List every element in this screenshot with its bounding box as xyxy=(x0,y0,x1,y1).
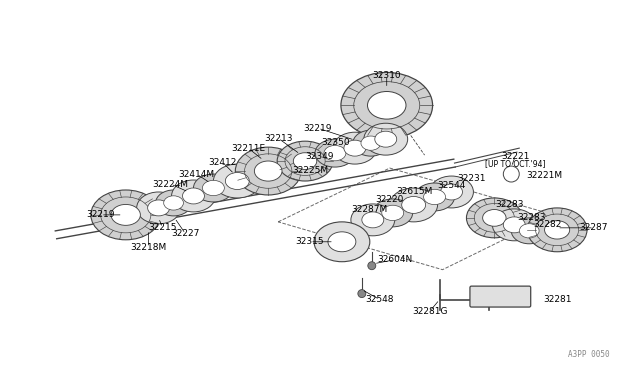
Circle shape xyxy=(358,290,366,298)
Text: 32283: 32283 xyxy=(517,214,545,222)
Ellipse shape xyxy=(483,209,506,226)
Ellipse shape xyxy=(382,205,404,221)
Ellipse shape xyxy=(293,153,317,170)
Text: 32281G: 32281G xyxy=(412,307,447,316)
Text: 32219: 32219 xyxy=(304,124,332,133)
Ellipse shape xyxy=(91,190,161,240)
Ellipse shape xyxy=(164,196,184,210)
Text: A3PP 0050: A3PP 0050 xyxy=(568,350,610,359)
Ellipse shape xyxy=(351,204,395,236)
Ellipse shape xyxy=(315,139,355,167)
Ellipse shape xyxy=(137,192,180,224)
Circle shape xyxy=(368,262,376,270)
Ellipse shape xyxy=(402,196,426,214)
Text: 32221M: 32221M xyxy=(526,170,562,180)
Ellipse shape xyxy=(503,217,525,233)
Ellipse shape xyxy=(193,174,234,202)
Ellipse shape xyxy=(353,130,388,156)
Text: [UP TO OCT.'94]: [UP TO OCT.'94] xyxy=(485,160,545,169)
Ellipse shape xyxy=(277,141,333,181)
Ellipse shape xyxy=(364,123,408,155)
Text: 32219: 32219 xyxy=(86,211,115,219)
Text: 32211E: 32211E xyxy=(231,144,266,153)
Text: 32350: 32350 xyxy=(322,138,350,147)
Text: 32283: 32283 xyxy=(495,201,524,209)
Text: 32282: 32282 xyxy=(533,220,561,230)
Ellipse shape xyxy=(324,145,346,161)
Text: 32220: 32220 xyxy=(376,195,404,205)
Ellipse shape xyxy=(172,180,216,212)
Ellipse shape xyxy=(390,188,438,222)
Ellipse shape xyxy=(202,180,225,196)
Text: 32221: 32221 xyxy=(501,152,529,161)
Ellipse shape xyxy=(424,189,445,205)
Ellipse shape xyxy=(467,198,522,238)
Text: 32310: 32310 xyxy=(372,71,401,80)
Text: 32213: 32213 xyxy=(264,134,292,143)
Text: 32604N: 32604N xyxy=(377,255,412,264)
Text: 32215: 32215 xyxy=(148,223,177,232)
Ellipse shape xyxy=(373,199,413,227)
Ellipse shape xyxy=(362,212,384,228)
Ellipse shape xyxy=(361,136,381,150)
Ellipse shape xyxy=(254,161,282,181)
Ellipse shape xyxy=(375,131,397,147)
Ellipse shape xyxy=(328,232,356,252)
Text: 32548: 32548 xyxy=(365,295,394,304)
Text: 32287M: 32287M xyxy=(352,205,388,214)
Ellipse shape xyxy=(156,190,191,216)
Text: 32227: 32227 xyxy=(172,229,200,238)
Text: 32218M: 32218M xyxy=(131,243,167,252)
Ellipse shape xyxy=(344,140,366,156)
Text: 32349: 32349 xyxy=(306,152,334,161)
Ellipse shape xyxy=(333,132,377,164)
Ellipse shape xyxy=(545,221,570,239)
Text: 32224M: 32224M xyxy=(152,180,189,189)
Text: 32414M: 32414M xyxy=(179,170,214,179)
Ellipse shape xyxy=(429,176,474,208)
Ellipse shape xyxy=(415,183,454,211)
Ellipse shape xyxy=(314,222,370,262)
Ellipse shape xyxy=(182,188,204,204)
Ellipse shape xyxy=(236,147,301,195)
Ellipse shape xyxy=(511,218,547,244)
Text: 32315: 32315 xyxy=(296,237,324,246)
Text: 32225M: 32225M xyxy=(292,166,328,174)
FancyBboxPatch shape xyxy=(470,286,531,307)
Ellipse shape xyxy=(527,208,587,252)
Text: 32287: 32287 xyxy=(580,223,608,232)
Ellipse shape xyxy=(519,224,539,238)
Ellipse shape xyxy=(440,184,463,200)
Ellipse shape xyxy=(213,164,261,198)
Ellipse shape xyxy=(367,92,406,119)
Ellipse shape xyxy=(225,173,249,189)
Text: 32544: 32544 xyxy=(437,180,466,189)
Ellipse shape xyxy=(492,209,536,241)
Ellipse shape xyxy=(111,205,140,225)
Text: 32281: 32281 xyxy=(543,295,572,304)
Ellipse shape xyxy=(341,73,433,138)
Text: 32231: 32231 xyxy=(457,173,486,183)
Text: 32615M: 32615M xyxy=(396,187,433,196)
Ellipse shape xyxy=(148,200,170,216)
Text: 32412: 32412 xyxy=(208,158,237,167)
